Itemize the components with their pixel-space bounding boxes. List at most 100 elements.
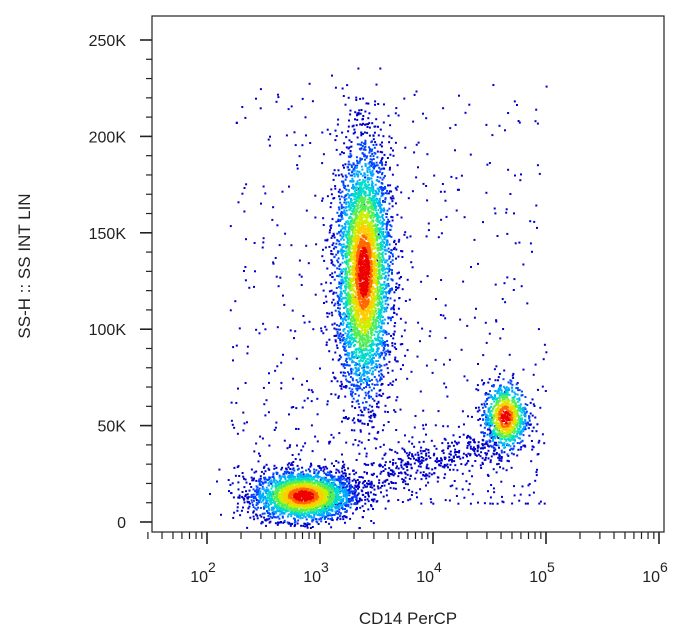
event-dot xyxy=(383,484,386,487)
event-dot xyxy=(373,498,376,501)
event-dot xyxy=(370,414,373,417)
event-dot xyxy=(468,469,471,472)
event-dot xyxy=(267,411,270,414)
event-dot xyxy=(373,199,376,202)
event-dot xyxy=(373,131,376,134)
event-dot xyxy=(388,141,391,144)
event-dot xyxy=(259,435,262,438)
event-dot xyxy=(250,486,253,488)
event-dot xyxy=(306,397,309,400)
event-dot xyxy=(377,400,380,403)
event-dot xyxy=(336,211,339,214)
event-dot xyxy=(343,489,346,492)
event-dot xyxy=(346,485,349,488)
event-dot xyxy=(336,347,339,349)
event-dot xyxy=(256,486,259,489)
event-dot xyxy=(507,454,510,457)
event-dot xyxy=(377,204,380,207)
event-dot xyxy=(356,381,359,384)
event-dot xyxy=(347,315,350,318)
event-dot xyxy=(316,472,319,475)
event-dot xyxy=(360,132,363,135)
event-dot xyxy=(378,363,381,366)
event-dot xyxy=(357,482,360,485)
event-dot xyxy=(324,476,327,479)
event-dot xyxy=(371,170,374,173)
event-dot xyxy=(357,182,360,185)
event-dot xyxy=(326,485,329,488)
event-dot xyxy=(345,283,348,286)
event-dot xyxy=(353,487,356,490)
event-dot xyxy=(372,343,375,346)
event-dot xyxy=(343,466,345,469)
event-dot xyxy=(347,336,350,339)
event-dot xyxy=(421,327,424,330)
event-dot xyxy=(314,435,317,438)
event-dot xyxy=(348,195,351,198)
event-dot xyxy=(477,406,480,409)
event-dot xyxy=(236,432,239,435)
event-dot xyxy=(348,196,350,199)
event-dot xyxy=(466,444,469,447)
event-dot xyxy=(344,285,346,288)
event-dot xyxy=(504,395,507,397)
event-dot xyxy=(375,209,377,212)
event-dot xyxy=(378,189,381,192)
event-dot xyxy=(371,148,374,151)
event-dots xyxy=(209,67,548,530)
event-dot xyxy=(366,174,369,177)
event-dot xyxy=(362,345,365,348)
event-dot xyxy=(391,344,394,347)
event-dot xyxy=(385,350,388,353)
event-dot xyxy=(348,146,351,149)
event-dot xyxy=(357,367,360,370)
event-dot xyxy=(345,319,347,322)
event-dot xyxy=(352,186,355,188)
event-dot xyxy=(291,464,294,467)
event-dot xyxy=(326,467,329,470)
event-dot xyxy=(241,192,244,195)
event-dot xyxy=(265,524,267,527)
event-dot xyxy=(304,442,307,445)
event-dot xyxy=(348,342,350,345)
event-dot xyxy=(481,461,484,464)
event-dot xyxy=(455,209,458,212)
event-dot xyxy=(375,438,378,441)
event-dot xyxy=(272,261,275,264)
event-dot xyxy=(267,511,270,514)
event-dot xyxy=(489,422,492,425)
event-dot xyxy=(280,510,283,513)
event-dot xyxy=(352,180,355,183)
event-dot xyxy=(516,400,519,403)
event-dot xyxy=(516,405,519,408)
event-dot xyxy=(502,393,505,396)
event-dot xyxy=(381,261,384,264)
event-dot xyxy=(365,345,368,348)
event-dot xyxy=(499,466,501,469)
event-dot xyxy=(377,171,380,174)
event-dot xyxy=(488,445,491,448)
event-dot xyxy=(345,203,348,206)
event-dot xyxy=(354,198,357,201)
event-dot xyxy=(353,343,356,346)
event-dot xyxy=(328,512,331,515)
event-dot xyxy=(491,502,494,505)
event-dot xyxy=(489,390,491,393)
event-dot xyxy=(342,250,345,252)
event-dot xyxy=(358,171,361,174)
event-dot xyxy=(263,516,266,519)
event-dot xyxy=(290,478,293,481)
event-dot xyxy=(483,502,486,505)
event-dot xyxy=(376,380,379,383)
event-dot xyxy=(382,210,385,213)
event-dot xyxy=(435,458,438,460)
event-dot xyxy=(372,414,375,417)
event-dot xyxy=(396,465,398,468)
event-dot xyxy=(351,170,354,173)
event-dot xyxy=(346,491,349,493)
event-dot xyxy=(537,328,540,331)
event-dot xyxy=(374,194,377,197)
event-dot xyxy=(359,148,362,151)
event-dot xyxy=(375,161,378,164)
event-dot xyxy=(344,417,347,420)
